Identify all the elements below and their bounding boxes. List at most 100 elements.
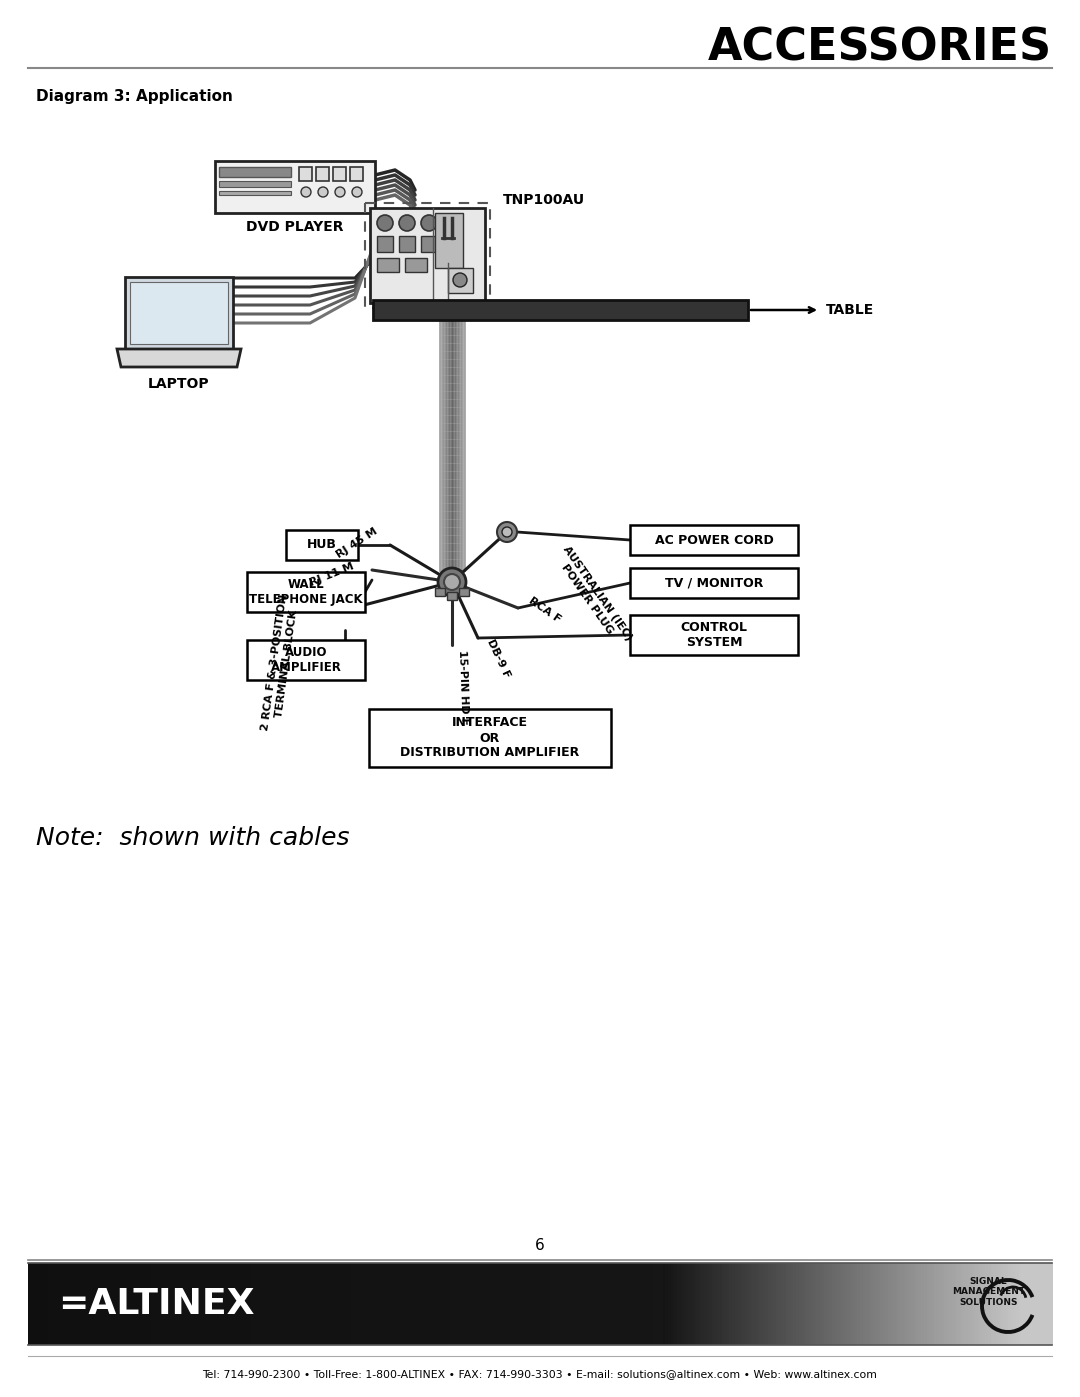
- Bar: [858, 1263, 861, 1345]
- Bar: [396, 1263, 401, 1345]
- Circle shape: [335, 187, 345, 197]
- Bar: [589, 1263, 592, 1345]
- Bar: [261, 1263, 265, 1345]
- Bar: [602, 1263, 605, 1345]
- Bar: [873, 1263, 876, 1345]
- Bar: [110, 1263, 113, 1345]
- Bar: [962, 1263, 966, 1345]
- Bar: [504, 1263, 508, 1345]
- Bar: [379, 1263, 382, 1345]
- Bar: [258, 1263, 262, 1345]
- Bar: [994, 1263, 997, 1345]
- Bar: [819, 1263, 823, 1345]
- Text: 15-PIN HD F: 15-PIN HD F: [457, 650, 470, 725]
- Bar: [691, 1263, 694, 1345]
- Bar: [532, 1263, 536, 1345]
- Bar: [409, 1263, 413, 1345]
- Bar: [512, 1263, 515, 1345]
- Bar: [814, 1263, 818, 1345]
- Bar: [990, 1263, 994, 1345]
- Bar: [289, 1263, 293, 1345]
- Bar: [271, 1263, 274, 1345]
- Bar: [269, 1263, 272, 1345]
- Bar: [369, 710, 611, 767]
- Bar: [251, 1263, 254, 1345]
- Bar: [678, 1263, 681, 1345]
- Text: RJ 11 M: RJ 11 M: [308, 562, 355, 588]
- Bar: [591, 1263, 595, 1345]
- Bar: [760, 1263, 764, 1345]
- Bar: [899, 1263, 902, 1345]
- Bar: [778, 1263, 782, 1345]
- Bar: [399, 236, 415, 251]
- Bar: [1011, 1263, 1014, 1345]
- Bar: [936, 1263, 941, 1345]
- Bar: [107, 1263, 111, 1345]
- Bar: [148, 1263, 152, 1345]
- Bar: [407, 1263, 410, 1345]
- Bar: [247, 640, 365, 680]
- Bar: [497, 1263, 500, 1345]
- Bar: [876, 1263, 879, 1345]
- Bar: [484, 1263, 487, 1345]
- Bar: [282, 1263, 285, 1345]
- Bar: [156, 1263, 160, 1345]
- Text: 6: 6: [535, 1239, 545, 1253]
- Bar: [118, 1263, 121, 1345]
- Bar: [377, 236, 393, 251]
- Bar: [757, 1263, 761, 1345]
- Bar: [437, 1263, 441, 1345]
- Bar: [753, 1263, 756, 1345]
- Bar: [491, 1263, 495, 1345]
- Bar: [880, 1263, 885, 1345]
- Bar: [826, 1263, 831, 1345]
- Bar: [95, 1263, 98, 1345]
- Bar: [481, 1263, 485, 1345]
- Circle shape: [301, 187, 311, 197]
- Bar: [953, 1263, 956, 1345]
- Bar: [788, 1263, 792, 1345]
- Bar: [225, 1263, 229, 1345]
- Circle shape: [421, 215, 437, 231]
- Bar: [740, 1263, 743, 1345]
- Bar: [185, 1263, 188, 1345]
- Bar: [458, 1263, 461, 1345]
- Bar: [607, 1263, 610, 1345]
- Bar: [645, 1263, 648, 1345]
- Bar: [219, 168, 291, 177]
- Bar: [202, 1263, 205, 1345]
- Bar: [299, 1263, 302, 1345]
- Bar: [333, 168, 346, 182]
- Bar: [174, 1263, 177, 1345]
- Bar: [435, 588, 445, 597]
- Bar: [630, 1263, 633, 1345]
- Bar: [573, 1263, 577, 1345]
- Bar: [839, 1263, 843, 1345]
- Bar: [279, 1263, 283, 1345]
- Bar: [86, 1263, 91, 1345]
- Bar: [1037, 1263, 1040, 1345]
- Bar: [316, 168, 329, 182]
- Bar: [811, 1263, 815, 1345]
- Bar: [734, 1263, 738, 1345]
- Bar: [732, 1263, 735, 1345]
- Bar: [405, 258, 427, 272]
- Bar: [130, 282, 228, 344]
- Bar: [535, 1263, 539, 1345]
- Bar: [38, 1263, 42, 1345]
- Bar: [179, 1263, 183, 1345]
- Text: 2 RCA F & 3-POSITION
TERMINAL BLOCK: 2 RCA F & 3-POSITION TERMINAL BLOCK: [260, 594, 300, 733]
- Text: CONTROL
SYSTEM: CONTROL SYSTEM: [680, 622, 747, 650]
- Bar: [435, 1263, 438, 1345]
- Bar: [996, 1263, 999, 1345]
- Circle shape: [502, 527, 512, 536]
- Bar: [46, 1263, 50, 1345]
- Bar: [441, 1263, 444, 1345]
- Bar: [168, 1263, 173, 1345]
- Bar: [292, 1263, 295, 1345]
- Bar: [51, 1263, 55, 1345]
- Bar: [415, 1263, 418, 1345]
- Bar: [235, 1263, 239, 1345]
- Bar: [708, 1263, 713, 1345]
- Bar: [942, 1263, 945, 1345]
